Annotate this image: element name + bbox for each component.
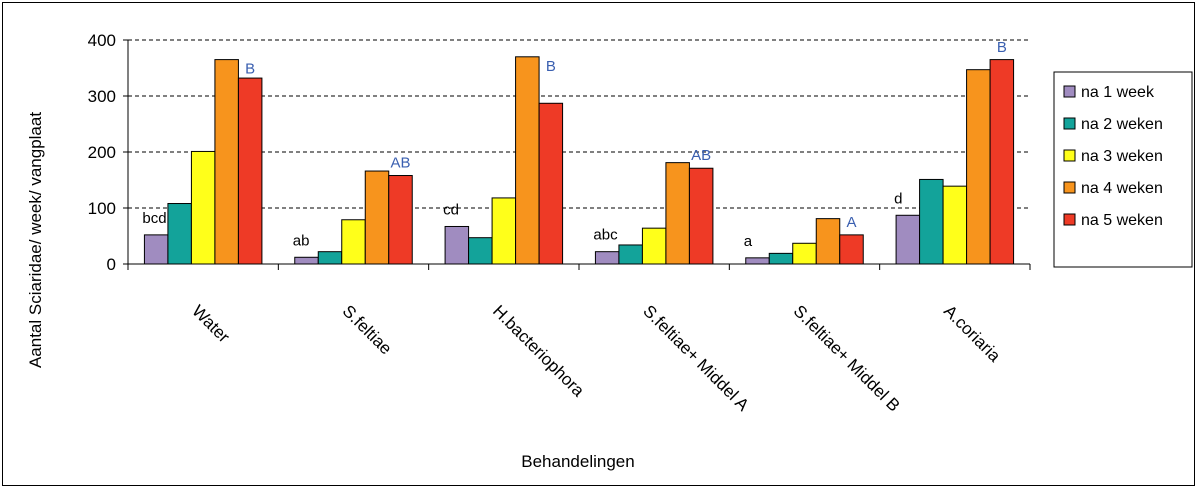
legend-swatch <box>1063 213 1076 226</box>
bar <box>641 227 667 265</box>
y-tick-label: 300 <box>88 87 116 106</box>
gridlines <box>128 39 1030 209</box>
x-tick-label: S.feltiae+ Middel A <box>639 301 753 415</box>
bar <box>143 234 169 265</box>
legend-label: na 1 week <box>1081 84 1155 101</box>
x-tick-label: S.feltiae+ Middel B <box>790 301 904 415</box>
bar <box>815 218 841 265</box>
legend-label: na 3 weken <box>1081 148 1163 165</box>
x-tick-label: H.bacteriophora <box>489 301 588 400</box>
legend-swatch <box>1063 117 1076 130</box>
bar <box>942 185 968 265</box>
bar <box>919 178 944 265</box>
legend-label: na 5 weken <box>1081 212 1163 229</box>
bars <box>143 56 1015 265</box>
annotation-upper: AB <box>691 147 711 164</box>
bar <box>792 242 817 265</box>
y-tick-label: 400 <box>88 31 116 50</box>
bar <box>468 237 493 265</box>
bar <box>167 203 192 265</box>
bar <box>745 257 770 265</box>
bar <box>538 102 564 265</box>
x-axis-title: Behandelingen <box>521 452 634 471</box>
legend-swatch <box>1063 85 1076 98</box>
bar <box>190 150 216 265</box>
bar <box>839 234 864 265</box>
annotation-lower: d <box>894 190 902 207</box>
legend-label: na 4 weken <box>1081 180 1163 197</box>
annotation-upper: B <box>997 39 1007 56</box>
x-tick-label: A.coriaria <box>940 301 1005 366</box>
bar <box>294 256 319 265</box>
y-axis-title: Aantal Sciaridae/ week/ vangplaat <box>26 112 45 368</box>
bar <box>618 244 643 265</box>
y-tick-label: 200 <box>88 143 116 162</box>
bar <box>989 59 1015 265</box>
bar <box>688 167 714 265</box>
annotation-lower: cd <box>443 201 459 218</box>
bar <box>491 197 517 265</box>
bar <box>768 252 794 265</box>
bar <box>341 219 366 265</box>
x-tick-label: S.feltiae <box>339 301 396 358</box>
annotation-lower: abc <box>593 227 618 244</box>
bar <box>444 225 470 265</box>
annotation-lower: ab <box>293 232 310 249</box>
x-tick-label: Water <box>188 301 233 346</box>
y-tick-label: 0 <box>107 255 116 274</box>
axes: 0 100 200 300 400 <box>88 31 1031 274</box>
bar <box>966 69 991 265</box>
bar <box>364 170 390 265</box>
legend-swatch <box>1063 149 1076 162</box>
bar <box>317 251 343 265</box>
bar <box>665 162 690 265</box>
annotation-lower: a <box>744 233 753 250</box>
bar <box>895 214 921 265</box>
annotation-upper: B <box>546 58 556 75</box>
bar <box>388 175 413 265</box>
annotation-upper: B <box>245 61 255 78</box>
annotation-upper: A <box>846 214 856 231</box>
bar <box>237 77 263 265</box>
legend-swatch <box>1063 181 1076 194</box>
legend-box <box>1053 71 1193 268</box>
bar <box>594 251 620 265</box>
legend-label: na 2 weken <box>1081 116 1163 133</box>
bar <box>515 56 540 265</box>
bar <box>214 59 239 265</box>
y-tick-label: 100 <box>88 199 116 218</box>
annotation-upper: AB <box>390 155 410 172</box>
annotation-lower: bcd <box>142 210 166 227</box>
legend: na 1 week na 2 weken na 3 weken na 4 weken n… <box>1053 71 1193 268</box>
